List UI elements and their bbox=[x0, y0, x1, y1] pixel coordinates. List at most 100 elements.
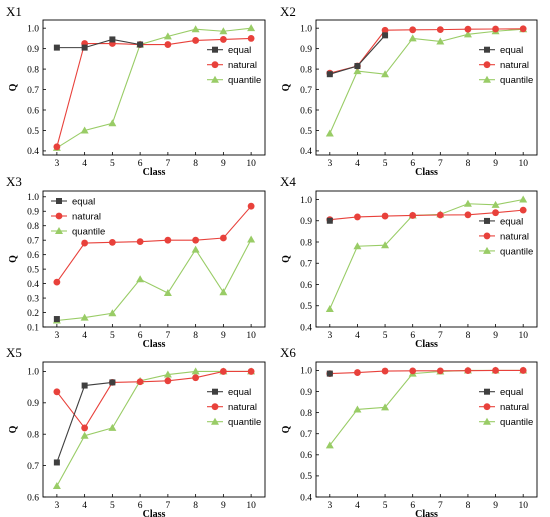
y-tick-label: 0.6 bbox=[27, 493, 39, 503]
legend-label: natural bbox=[228, 402, 257, 413]
y-tick-label: 0.8 bbox=[300, 238, 312, 248]
panel-label: X2 bbox=[280, 4, 296, 19]
x-tick-label: 6 bbox=[410, 501, 415, 511]
legend: equal natural quantile bbox=[207, 45, 261, 86]
data-point bbox=[325, 129, 334, 137]
data-point bbox=[108, 423, 117, 431]
data-point bbox=[192, 374, 200, 382]
data-point bbox=[325, 304, 334, 312]
y-tick-label: 0.1 bbox=[27, 323, 39, 333]
series-equal bbox=[326, 217, 333, 224]
panel-label: X3 bbox=[6, 174, 22, 189]
x-tick-label: 4 bbox=[355, 159, 360, 169]
x-tick-label: 7 bbox=[438, 159, 443, 169]
x-tick-label: 5 bbox=[383, 501, 388, 511]
plot-frame bbox=[42, 361, 266, 498]
legend-label: natural bbox=[72, 211, 101, 222]
series-equal bbox=[53, 379, 116, 466]
legend-label: quantile bbox=[500, 246, 533, 257]
data-point bbox=[492, 209, 499, 217]
y-tick-label: 0.6 bbox=[27, 251, 39, 261]
data-point bbox=[354, 369, 361, 376]
data-point bbox=[247, 235, 256, 243]
series-line bbox=[56, 38, 141, 49]
legend-label: quantile bbox=[500, 417, 533, 428]
legend-marker bbox=[212, 46, 218, 53]
y-tick-label: 1.0 bbox=[300, 367, 312, 377]
legend: equal natural quantile bbox=[479, 45, 533, 86]
data-point bbox=[354, 213, 361, 221]
legend-label: equal bbox=[72, 196, 95, 207]
x-tick-label: 3 bbox=[55, 159, 60, 169]
y-tick-label: 1.0 bbox=[27, 24, 39, 34]
y-axis-title: Q bbox=[8, 255, 19, 263]
data-point bbox=[136, 378, 144, 386]
legend: equal natural quantile bbox=[207, 387, 261, 428]
data-point bbox=[519, 367, 527, 374]
y-tick-label: 0.6 bbox=[300, 281, 312, 291]
series-equal bbox=[53, 36, 144, 51]
data-point bbox=[464, 367, 472, 375]
data-point bbox=[80, 431, 89, 439]
data-point bbox=[53, 143, 61, 151]
y-tick-label: 0.7 bbox=[300, 260, 312, 270]
y-tick-label: 0.9 bbox=[27, 45, 39, 55]
data-point bbox=[81, 239, 89, 247]
x-tick-label: 4 bbox=[82, 501, 87, 511]
data-point bbox=[381, 70, 390, 78]
x-tick-label: 8 bbox=[466, 159, 471, 169]
legend-marker bbox=[483, 417, 491, 425]
legend-marker bbox=[211, 403, 219, 411]
x-tick-label: 8 bbox=[193, 501, 198, 511]
y-tick-label: 0.4 bbox=[300, 147, 312, 157]
data-point bbox=[519, 25, 527, 33]
data-point bbox=[192, 236, 200, 244]
data-point bbox=[381, 403, 390, 411]
y-tick-label: 0.5 bbox=[27, 127, 39, 137]
x-tick-label: 3 bbox=[327, 159, 332, 169]
y-tick-label: 0.7 bbox=[300, 430, 312, 440]
y-tick-label: 0.5 bbox=[300, 127, 312, 137]
x-tick-label: 8 bbox=[466, 501, 471, 511]
data-point bbox=[53, 459, 60, 466]
series-equal bbox=[326, 370, 333, 377]
x-tick-label: 5 bbox=[383, 331, 388, 341]
y-tick-label: 0.9 bbox=[300, 217, 312, 227]
y-axis-title: Q bbox=[281, 255, 292, 263]
data-point bbox=[408, 34, 417, 42]
data-point bbox=[52, 482, 61, 490]
data-point bbox=[353, 242, 362, 250]
x-tick-label: 10 bbox=[518, 501, 528, 511]
y-tick-label: 0.9 bbox=[27, 208, 39, 218]
data-point bbox=[219, 368, 227, 375]
x-tick-label: 10 bbox=[246, 331, 256, 341]
y-axis-title: Q bbox=[281, 425, 292, 433]
data-point bbox=[382, 32, 389, 39]
series-quantile bbox=[52, 235, 256, 324]
data-point bbox=[325, 441, 334, 449]
data-point bbox=[354, 63, 361, 70]
x-tick-label: 7 bbox=[166, 331, 171, 341]
x-axis-title: Class bbox=[143, 167, 166, 178]
y-tick-label: 0.5 bbox=[27, 265, 39, 275]
legend-label: equal bbox=[500, 45, 523, 56]
y-tick-label: 0.8 bbox=[300, 65, 312, 75]
legend-marker bbox=[55, 227, 63, 234]
x-tick-label: 10 bbox=[518, 159, 528, 169]
x-tick-label: 5 bbox=[383, 159, 388, 169]
x-tick-label: 8 bbox=[466, 331, 471, 341]
legend-marker bbox=[484, 46, 490, 53]
data-point bbox=[164, 236, 172, 244]
data-point bbox=[163, 289, 172, 296]
series-line bbox=[56, 27, 252, 149]
data-point bbox=[81, 424, 89, 432]
data-point bbox=[436, 211, 444, 219]
y-tick-label: 0.6 bbox=[27, 106, 39, 116]
y-axis-title: Q bbox=[281, 83, 292, 91]
x-tick-label: 9 bbox=[221, 159, 226, 169]
panel-label: X5 bbox=[6, 345, 22, 360]
x-tick-label: 3 bbox=[327, 501, 332, 511]
data-point bbox=[163, 32, 172, 40]
data-point bbox=[164, 377, 172, 385]
plot-frame bbox=[42, 190, 266, 328]
